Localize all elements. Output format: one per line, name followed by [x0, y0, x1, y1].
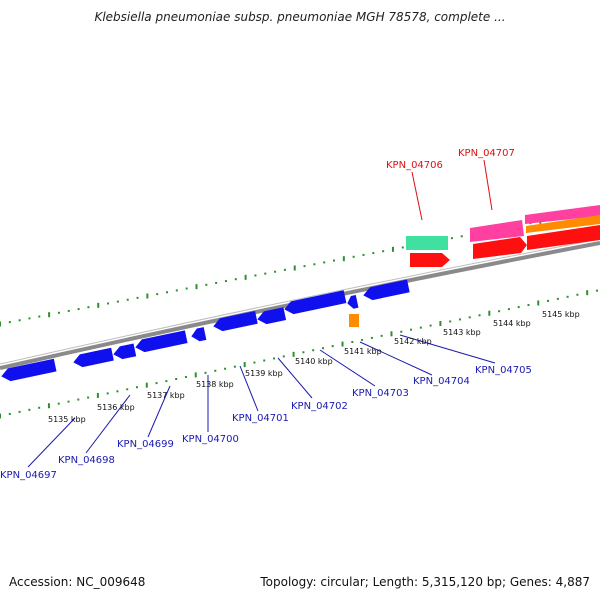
cds-feature — [73, 347, 114, 368]
cds-feature — [135, 330, 188, 353]
leader-line-blue — [359, 341, 433, 376]
lower-tick-track — [0, 289, 598, 419]
scale-label: 5135 kbp — [48, 415, 86, 424]
gene-label-kpn-04699[interactable]: KPN_04699 — [117, 439, 174, 450]
gene-labels: KPN_04697 KPN_04698 KPN_04699 KPN_04700 … — [0, 148, 532, 481]
cds-feature — [363, 279, 410, 301]
pink-feature — [470, 220, 524, 242]
gene-label-kpn-04705[interactable]: KPN_04705 — [475, 365, 532, 376]
gene-label-kpn-04701[interactable]: KPN_04701 — [232, 413, 289, 424]
gene-label-kpn-04703[interactable]: KPN_04703 — [352, 388, 409, 399]
gene-label-kpn-04704[interactable]: KPN_04704 — [413, 376, 470, 387]
feature-segment — [363, 279, 410, 301]
pink-feature — [525, 205, 600, 224]
leader-line-blue — [27, 417, 76, 468]
gene-label-kpn-04698[interactable]: KPN_04698 — [58, 455, 115, 466]
map-title: Klebsiella pneumoniae subsp. pneumoniae … — [94, 10, 506, 24]
scale-label: 5141 kbp — [344, 347, 382, 356]
cds-feature — [347, 294, 359, 309]
feature-segment — [73, 347, 114, 368]
leader-line-blue — [399, 334, 496, 364]
gene-label-kpn-04697[interactable]: KPN_04697 — [0, 470, 57, 481]
scale-label: 5142 kbp — [394, 337, 432, 346]
genome-summary-text: Topology: circular; Length: 5,315,120 bp… — [260, 575, 590, 589]
label-leaders — [27, 159, 496, 468]
scale-label: 5137 kbp — [147, 391, 185, 400]
gene-label-kpn-04707[interactable]: KPN_04707 — [458, 148, 515, 159]
leader-line-blue — [85, 394, 131, 454]
rrna-feature — [349, 314, 359, 327]
leader-line-red — [411, 171, 423, 221]
gene-label-kpn-04702[interactable]: KPN_04702 — [291, 401, 348, 412]
red-cds-feature — [527, 225, 600, 250]
feature-segment — [284, 290, 347, 315]
red-cds-feature — [410, 253, 450, 267]
gene-label-kpn-04706[interactable]: KPN_04706 — [386, 160, 443, 171]
leader-line-blue — [147, 385, 171, 438]
orange-feature — [526, 215, 600, 233]
feature-segment — [257, 307, 287, 325]
scale-label: 5143 kbp — [443, 328, 481, 337]
leader-line-blue — [277, 357, 313, 399]
scale-label: 5145 kbp — [542, 310, 580, 319]
feature-segment — [213, 310, 258, 332]
leader-line-blue — [239, 365, 259, 412]
feature-segment — [347, 294, 359, 309]
scale-label: 5138 kbp — [196, 380, 234, 389]
backbone-highlight — [0, 238, 600, 365]
misc-gene-feature — [406, 236, 448, 250]
feature-segment — [191, 327, 207, 342]
accession-text: Accession: NC_009648 — [9, 575, 146, 589]
cds-feature — [1, 358, 57, 382]
scale-label: 5136 kbp — [97, 403, 135, 412]
feature-segment — [113, 343, 137, 360]
feature-segment — [135, 330, 188, 353]
scale-label: 5139 kbp — [245, 369, 283, 378]
red-cds-feature — [473, 237, 527, 259]
scale-label: 5144 kbp — [493, 319, 531, 328]
cds-feature — [257, 307, 287, 325]
cds-feature — [191, 327, 207, 342]
cds-feature — [213, 310, 258, 332]
feature-segment — [1, 358, 57, 382]
leader-line-blue — [319, 349, 376, 387]
feature-track — [1, 205, 600, 382]
leader-line-red — [483, 159, 493, 211]
cds-feature — [284, 290, 347, 315]
cds-feature — [113, 343, 137, 360]
gene-label-kpn-04700[interactable]: KPN_04700 — [182, 434, 239, 445]
scale-label: 5140 kbp — [295, 357, 333, 366]
scale-labels: 5135 kbp 5136 kbp 5137 kbp 5138 kbp 5139… — [48, 310, 580, 424]
